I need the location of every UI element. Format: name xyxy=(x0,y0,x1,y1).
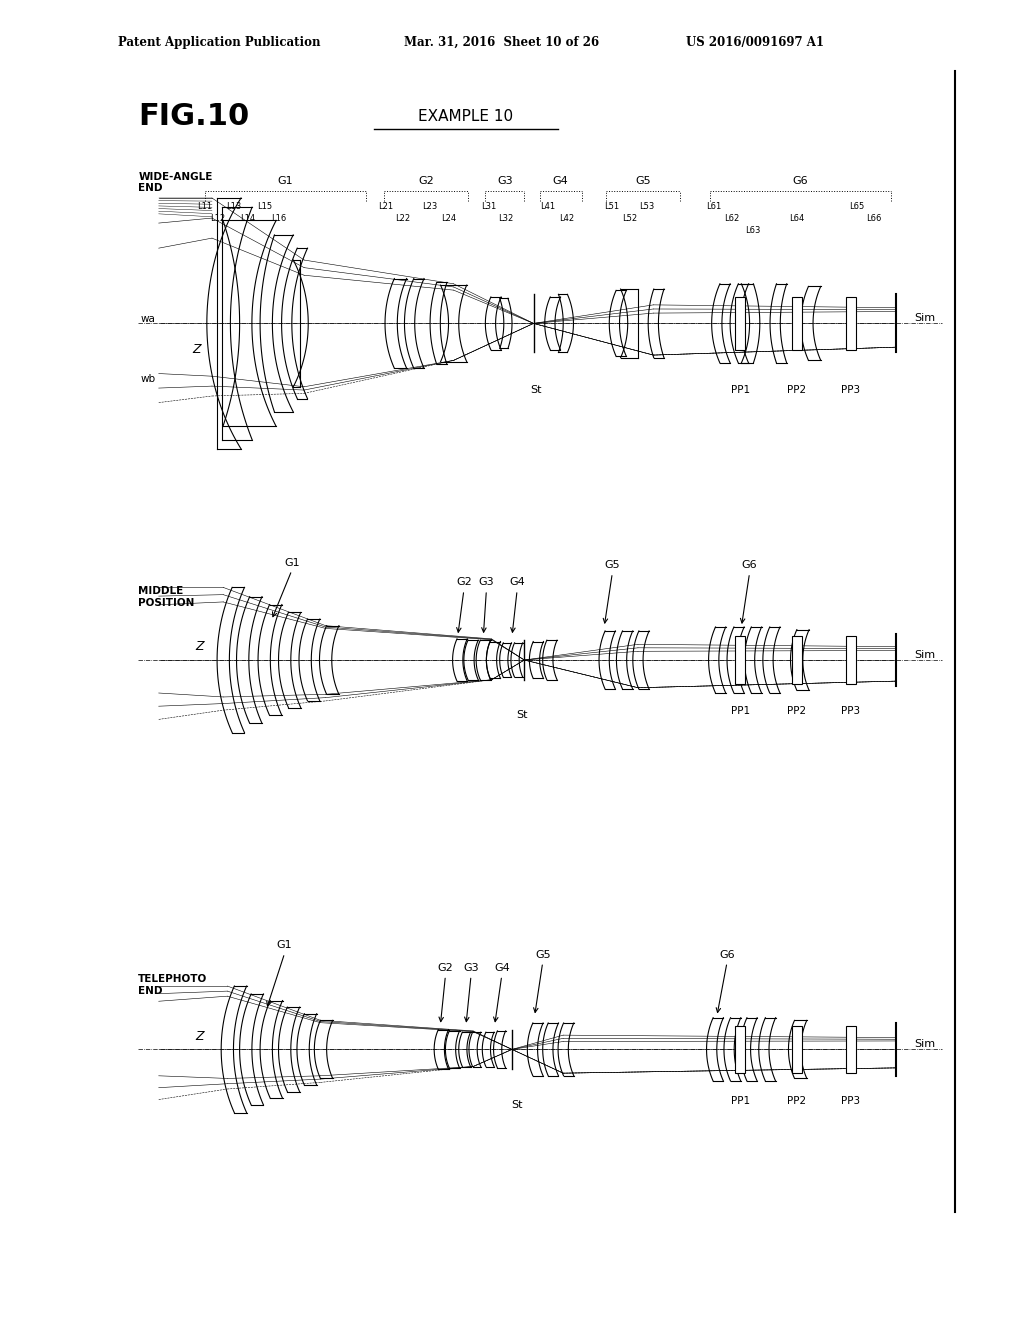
Text: PP3: PP3 xyxy=(842,1096,860,1106)
Text: wa: wa xyxy=(140,314,156,325)
Text: L22: L22 xyxy=(395,214,410,223)
Text: PP2: PP2 xyxy=(787,385,806,396)
Bar xyxy=(846,297,856,350)
Text: Z: Z xyxy=(196,640,204,653)
Text: L63: L63 xyxy=(744,226,761,235)
Text: PP2: PP2 xyxy=(787,706,806,717)
Text: L32: L32 xyxy=(499,214,513,223)
Text: G2: G2 xyxy=(437,962,454,973)
Text: G5: G5 xyxy=(535,949,551,960)
Text: G1: G1 xyxy=(284,557,300,568)
Text: G1: G1 xyxy=(276,940,293,950)
Text: G4: G4 xyxy=(509,577,525,587)
Text: PP1: PP1 xyxy=(731,1096,750,1106)
Text: St: St xyxy=(529,385,542,396)
Text: Z: Z xyxy=(193,343,201,356)
Text: US 2016/0091697 A1: US 2016/0091697 A1 xyxy=(686,36,824,49)
Text: Sim: Sim xyxy=(914,313,936,323)
Text: L65: L65 xyxy=(850,202,864,211)
Text: L62: L62 xyxy=(725,214,739,223)
Text: Patent Application Publication: Patent Application Publication xyxy=(118,36,321,49)
Bar xyxy=(792,636,802,684)
Text: L31: L31 xyxy=(481,202,496,211)
Text: L16: L16 xyxy=(271,214,286,223)
Bar xyxy=(735,636,745,684)
Text: L41: L41 xyxy=(541,202,555,211)
Bar xyxy=(792,297,802,350)
Text: G2: G2 xyxy=(418,176,434,186)
Text: G3: G3 xyxy=(497,176,513,186)
Text: L64: L64 xyxy=(790,214,804,223)
Text: L12: L12 xyxy=(211,214,225,223)
Text: G3: G3 xyxy=(478,577,495,587)
Text: St: St xyxy=(516,710,528,721)
Text: L24: L24 xyxy=(441,214,456,223)
Text: PP1: PP1 xyxy=(731,385,750,396)
Text: L13: L13 xyxy=(226,202,241,211)
Text: WIDE-ANGLE
END: WIDE-ANGLE END xyxy=(138,172,213,193)
Text: L15: L15 xyxy=(257,202,271,211)
Text: FIG.10: FIG.10 xyxy=(138,102,250,131)
Text: TELEPHOTO
END: TELEPHOTO END xyxy=(138,974,208,995)
Text: L11: L11 xyxy=(198,202,212,211)
Text: Mar. 31, 2016  Sheet 10 of 26: Mar. 31, 2016 Sheet 10 of 26 xyxy=(404,36,600,49)
Text: G6: G6 xyxy=(793,176,808,186)
Bar xyxy=(846,636,856,684)
Text: G5: G5 xyxy=(635,176,651,186)
Text: wb: wb xyxy=(140,374,156,384)
Text: L23: L23 xyxy=(423,202,437,211)
Text: L61: L61 xyxy=(707,202,721,211)
Text: PP1: PP1 xyxy=(731,706,750,717)
Bar xyxy=(792,1026,802,1073)
Bar xyxy=(846,1026,856,1073)
Text: L52: L52 xyxy=(623,214,637,223)
Text: PP3: PP3 xyxy=(842,706,860,717)
Text: L42: L42 xyxy=(559,214,573,223)
Text: G6: G6 xyxy=(719,949,735,960)
Bar xyxy=(735,297,745,350)
Text: L51: L51 xyxy=(604,202,618,211)
Text: Sim: Sim xyxy=(914,1039,936,1049)
Text: G5: G5 xyxy=(604,560,621,570)
Text: MIDDLE
POSITION: MIDDLE POSITION xyxy=(138,586,195,607)
Text: L21: L21 xyxy=(379,202,393,211)
Text: G2: G2 xyxy=(456,577,472,587)
Text: G4: G4 xyxy=(494,962,510,973)
Bar xyxy=(735,1026,745,1073)
Text: Sim: Sim xyxy=(914,649,936,660)
Text: EXAMPLE 10: EXAMPLE 10 xyxy=(419,108,513,124)
Text: L53: L53 xyxy=(640,202,654,211)
Text: G1: G1 xyxy=(278,176,293,186)
Text: G6: G6 xyxy=(741,560,758,570)
Text: PP2: PP2 xyxy=(787,1096,806,1106)
Text: G3: G3 xyxy=(463,962,479,973)
Text: L66: L66 xyxy=(865,214,882,223)
Text: Z: Z xyxy=(196,1030,204,1043)
Text: G4: G4 xyxy=(553,176,568,186)
Text: PP3: PP3 xyxy=(842,385,860,396)
Text: St: St xyxy=(511,1100,523,1110)
Text: L14: L14 xyxy=(241,214,255,223)
